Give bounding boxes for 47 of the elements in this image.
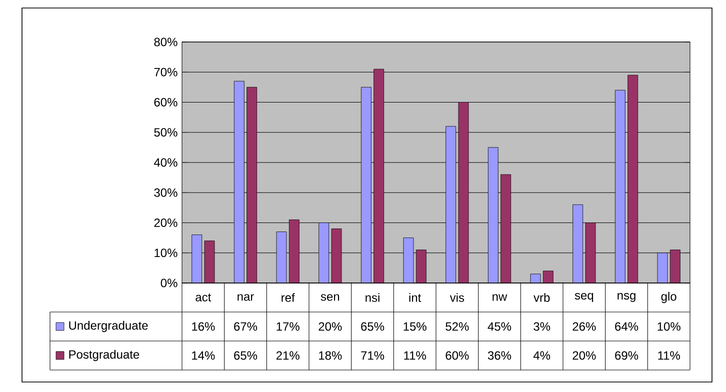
data-label: 65% <box>234 351 258 360</box>
x-tick-label: nsi <box>366 293 380 302</box>
data-label: 26% <box>572 322 596 331</box>
x-tick-label: nw <box>492 294 508 301</box>
y-tick-label: 80% <box>154 38 178 46</box>
data-label: 21% <box>276 351 300 360</box>
x-tick-label: act <box>196 294 212 302</box>
legend-label: Undergraduate <box>69 320 148 332</box>
data-label: 36% <box>488 351 512 360</box>
x-tick-label: sen <box>320 294 340 301</box>
data-label: 11% <box>404 351 426 360</box>
x-tick-label: seq <box>574 293 594 302</box>
y-tick-label: 10% <box>154 248 178 258</box>
data-label: 17% <box>276 322 300 331</box>
data-label: 52% <box>446 322 469 331</box>
y-tick-label: 0% <box>160 278 178 288</box>
y-tick-label: 50% <box>154 128 178 137</box>
data-label: 64% <box>615 322 638 331</box>
data-label: 67% <box>234 322 258 331</box>
data-label: 15% <box>404 322 426 331</box>
data-label: 65% <box>361 322 384 331</box>
data-label: 14% <box>192 351 215 360</box>
x-tick-label: int <box>409 293 422 302</box>
data-label: 16% <box>192 322 215 331</box>
y-tick-label: 60% <box>154 98 178 106</box>
data-label: 20% <box>318 322 342 331</box>
x-tick-label: nar <box>238 294 254 301</box>
y-tick-label: 40% <box>154 158 178 167</box>
data-label: 20% <box>572 351 596 360</box>
data-label: 11% <box>658 351 680 360</box>
data-label: 18% <box>319 351 342 360</box>
x-tick-label: vis <box>450 293 464 302</box>
data-label: 71% <box>361 351 384 360</box>
x-tick-label: vrb <box>534 293 550 302</box>
x-tick-label: nsg <box>618 293 636 302</box>
data-label: 10% <box>658 322 680 331</box>
x-tick-label: ref <box>282 293 295 302</box>
data-label: 4% <box>533 351 550 360</box>
data-label: 45% <box>488 322 512 331</box>
data-label: 60% <box>446 351 469 360</box>
y-tick-label: 20% <box>154 218 178 227</box>
data-label: 69% <box>615 351 638 360</box>
data-label: 3% <box>534 322 550 331</box>
legend-label: Postgraduate <box>69 350 140 362</box>
y-tick-label: 70% <box>154 68 178 76</box>
x-tick-label: glo <box>661 292 676 304</box>
y-tick-label: 30% <box>154 188 178 197</box>
